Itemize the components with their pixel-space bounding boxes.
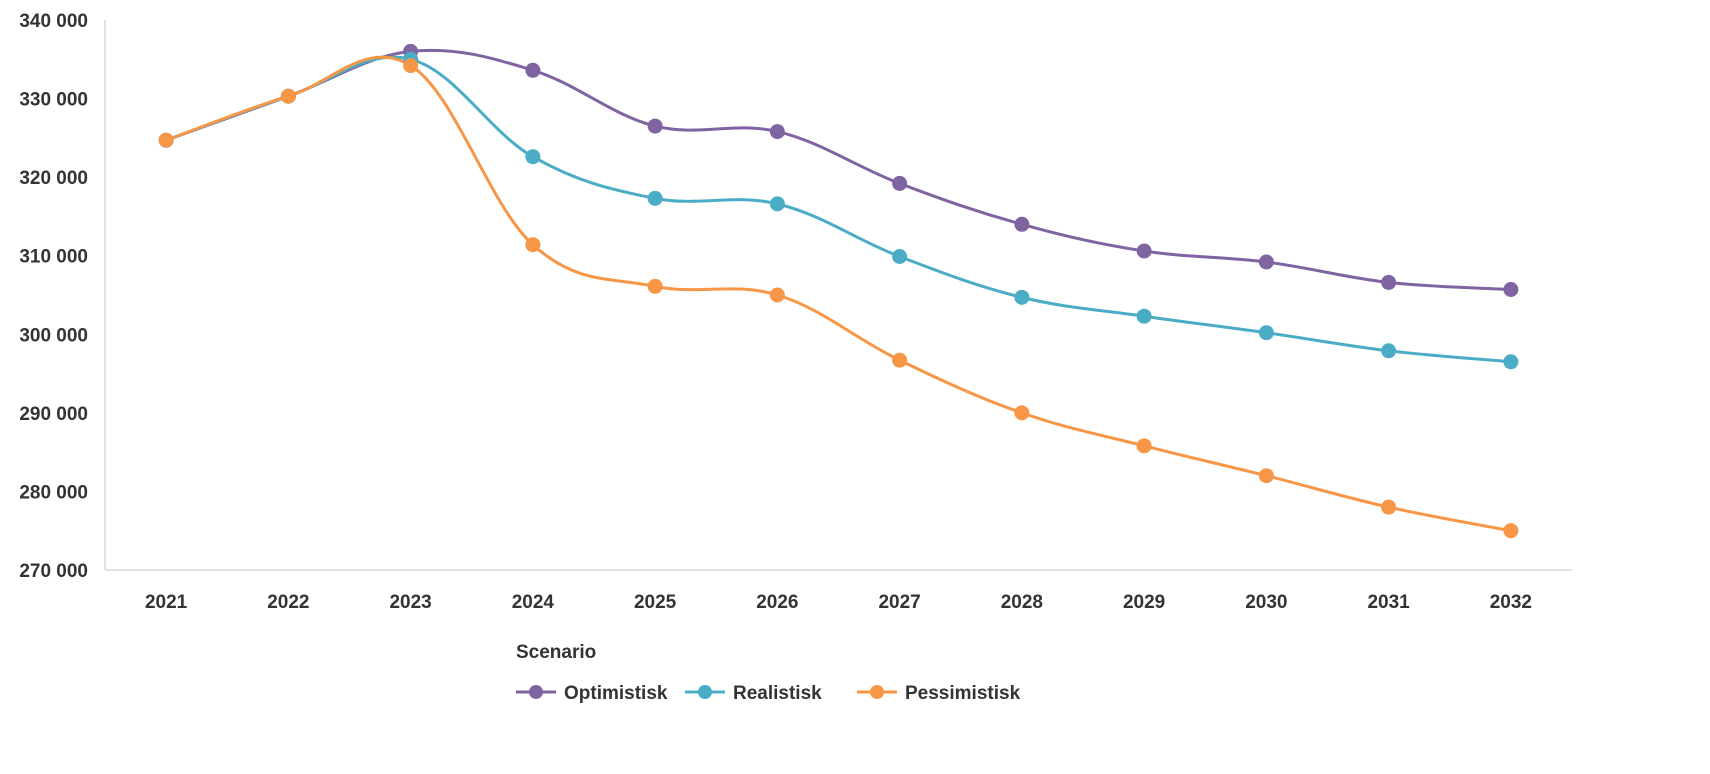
- series-points: [158, 43, 1519, 539]
- data-point-optimistisk: [1503, 282, 1519, 297]
- y-tick-label: 270 000: [19, 561, 88, 582]
- legend-marker-dot: [870, 685, 884, 699]
- x-tick-label: 2026: [756, 592, 798, 613]
- data-point-optimistisk: [1136, 243, 1152, 259]
- y-tick-label: 330 000: [19, 90, 88, 111]
- legend-items: Optimistisk Realistisk Pessimistisk: [516, 683, 1021, 704]
- data-point-realistisk: [769, 196, 785, 212]
- data-point-realistisk: [1258, 325, 1274, 341]
- y-tick-label: 300 000: [19, 325, 88, 346]
- x-tick-label: 2027: [878, 592, 920, 613]
- data-point-optimistisk: [1014, 216, 1030, 232]
- y-tick-label: 310 000: [19, 247, 88, 268]
- data-point-pessimistisk: [769, 287, 785, 303]
- x-tick-labels: 2021 2022 2023 2024 2025 2026 2027 2028 2029 2030…: [145, 592, 1532, 613]
- data-point-pessimistisk: [1503, 523, 1519, 539]
- data-point-realistisk: [1136, 308, 1152, 324]
- data-point-optimistisk: [647, 118, 663, 134]
- data-point-pessimistisk: [280, 88, 296, 104]
- x-tick-label: 2021: [145, 592, 188, 613]
- legend-item-pessimistisk: Pessimistisk: [857, 683, 1021, 704]
- x-tick-label: 2025: [634, 592, 677, 613]
- data-point-realistisk: [525, 149, 541, 165]
- data-point-pessimistisk: [158, 132, 174, 148]
- data-point-optimistisk: [525, 62, 541, 78]
- legend-label: Pessimistisk: [905, 683, 1021, 704]
- x-tick-label: 2024: [512, 592, 555, 613]
- data-point-realistisk: [1503, 354, 1519, 370]
- data-point-pessimistisk: [1014, 405, 1030, 421]
- legend: Scenario Optimistisk Realistisk Pessimisti…: [516, 642, 1021, 704]
- y-tick-label: 340 000: [19, 11, 88, 32]
- data-point-pessimistisk: [1136, 438, 1152, 454]
- data-point-pessimistisk: [892, 352, 908, 368]
- data-point-realistisk: [892, 249, 908, 264]
- data-point-optimistisk: [892, 175, 908, 191]
- data-point-pessimistisk: [1258, 468, 1274, 484]
- data-point-optimistisk: [1381, 274, 1397, 290]
- legend-label: Optimistisk: [564, 683, 668, 704]
- x-tick-label: 2023: [389, 592, 431, 613]
- data-point-optimistisk: [769, 124, 785, 140]
- y-tick-label: 320 000: [19, 168, 88, 189]
- x-tick-label: 2022: [267, 592, 309, 613]
- x-tick-label: 2031: [1367, 592, 1410, 613]
- y-tick-label: 280 000: [19, 482, 88, 503]
- data-point-realistisk: [1381, 343, 1397, 359]
- legend-label: Realistisk: [733, 683, 822, 704]
- y-tick-label: 290 000: [19, 404, 88, 425]
- data-point-pessimistisk: [403, 58, 419, 74]
- x-tick-label: 2029: [1123, 592, 1165, 613]
- series-line-realistisk: [164, 55, 1513, 364]
- legend-item-optimistisk: Optimistisk: [516, 683, 668, 704]
- legend-title: Scenario: [516, 642, 596, 663]
- data-point-pessimistisk: [525, 237, 541, 253]
- series-line-optimistisk: [164, 48, 1513, 291]
- data-point-pessimistisk: [647, 278, 663, 294]
- y-tick-labels: 270 000 280 000 290 000 300 000 310 000 320 0…: [19, 11, 88, 582]
- series-line-pessimistisk: [164, 55, 1513, 533]
- data-point-realistisk: [1014, 289, 1030, 305]
- data-point-pessimistisk: [1381, 499, 1397, 515]
- legend-marker-dot: [698, 685, 712, 699]
- data-point-optimistisk: [1258, 254, 1274, 270]
- x-tick-label: 2030: [1245, 592, 1287, 613]
- axes: [104, 20, 1572, 571]
- x-tick-label: 2032: [1490, 592, 1532, 613]
- series-lines: [164, 48, 1513, 533]
- data-point-realistisk: [647, 190, 663, 206]
- x-tick-label: 2028: [1001, 592, 1043, 613]
- legend-marker-dot: [529, 685, 543, 699]
- legend-item-realistisk: Realistisk: [685, 683, 822, 704]
